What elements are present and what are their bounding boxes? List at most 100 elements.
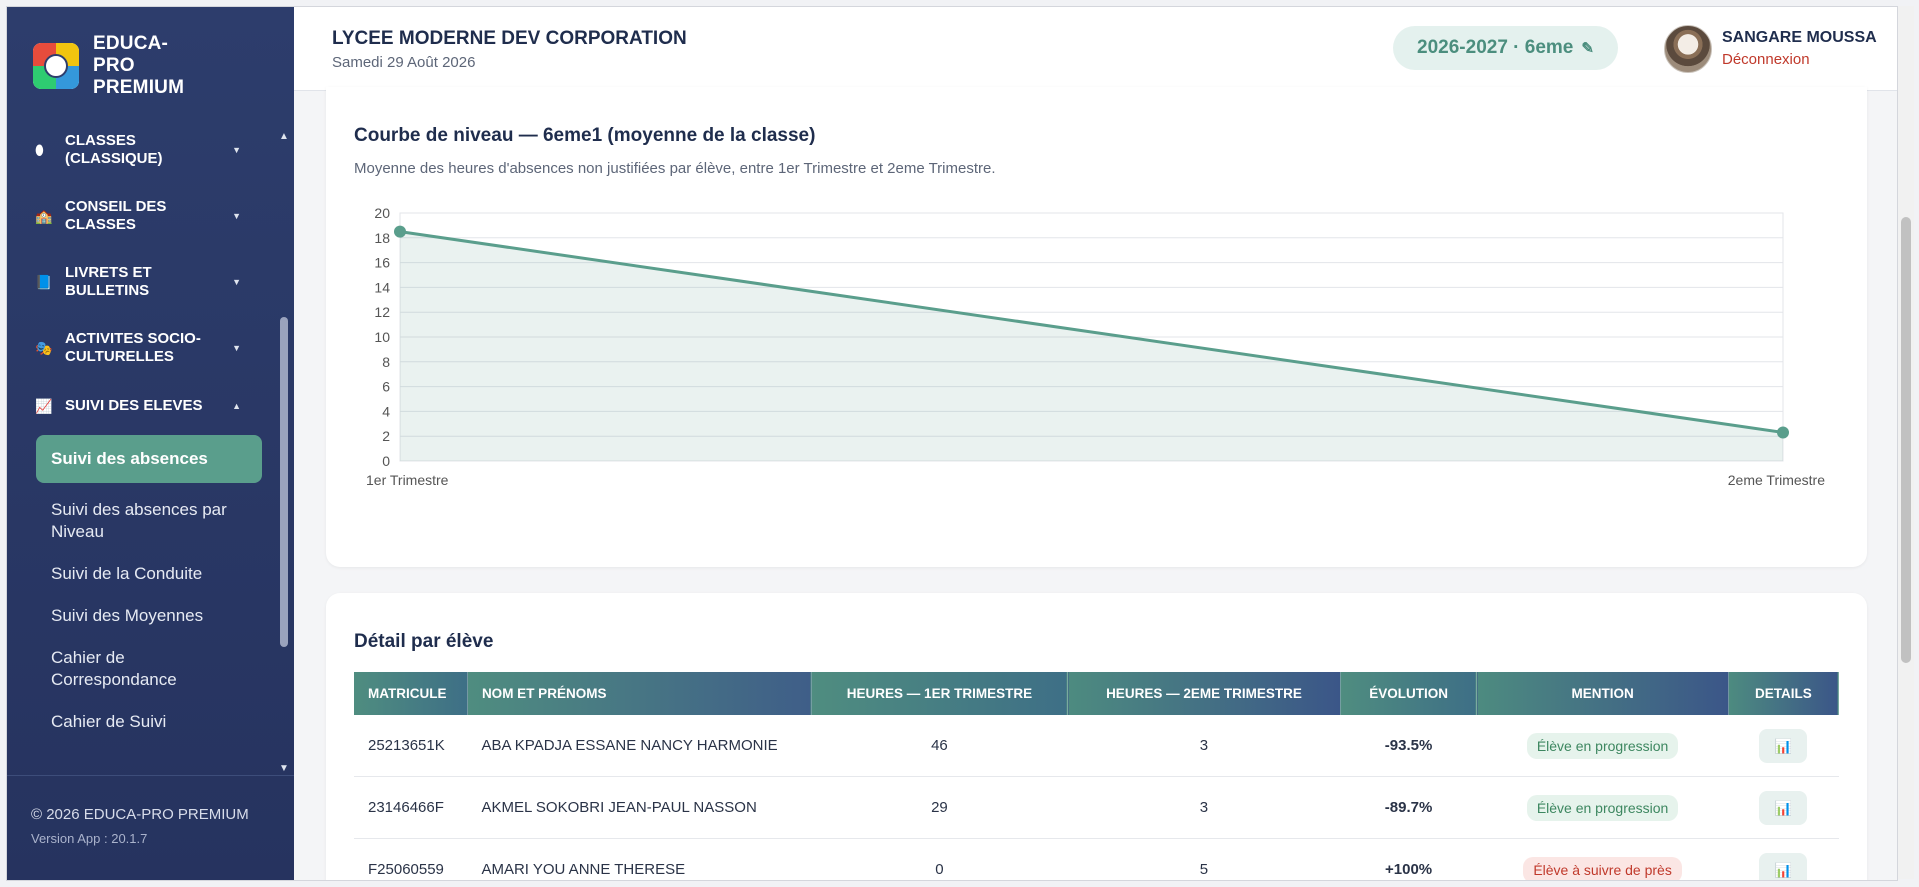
y-tick-label: 12	[374, 304, 390, 320]
col-h1[interactable]: HEURES — 1ER TRIMESTRE	[811, 672, 1069, 715]
sidebar-subitem-moyennes[interactable]: Suivi des Moyennes	[51, 606, 204, 625]
y-tick-label: 8	[382, 354, 390, 370]
sidebar-item-conseil[interactable]: 🏫 CONSEIL DES CLASSES ▼	[7, 183, 269, 249]
y-tick-label: 18	[374, 230, 390, 246]
sidebar-item-label: CLASSES (CLASSIQUE)	[65, 132, 163, 167]
cell-nom: ABA KPADJA ESSANE NANCY HARMONIE	[467, 715, 812, 777]
chevron-down-icon: ▼	[232, 343, 241, 353]
table-row: 23146466F AKMEL SOKOBRI JEAN-PAUL NASSON…	[354, 776, 1839, 839]
cell-details: 📊	[1728, 838, 1839, 880]
cell-h2: 3	[1067, 776, 1341, 839]
mention-badge: Élève en progression	[1526, 732, 1679, 759]
chevron-up-icon: ▲	[232, 401, 241, 411]
year-class-selector[interactable]: 2026-2027 · 6eme ✎	[1393, 26, 1618, 70]
sidebar-subitem-cahier-suivi[interactable]: Cahier de Suivi	[51, 712, 167, 731]
pencil-icon: ✎	[1581, 40, 1594, 57]
cell-mention: Élève à suivre de près	[1476, 838, 1729, 880]
page-scrollbar-thumb[interactable]	[1901, 217, 1911, 663]
cell-h2: 3	[1067, 715, 1341, 777]
cell-nom: AMARI YOU ANNE THERESE	[467, 838, 812, 880]
mention-badge: Élève à suivre de près	[1523, 856, 1682, 880]
brand[interactable]: EDUCA-PRO PREMIUM	[33, 33, 203, 99]
cell-details: 📊	[1728, 776, 1839, 839]
cell-evolution: -89.7%	[1340, 776, 1477, 839]
y-tick-label: 0	[382, 453, 390, 469]
sidebar-item-label: LIVRETS ET BULLETINS	[65, 264, 152, 299]
logout-link[interactable]: Déconnexion	[1722, 51, 1810, 68]
tag-icon: ⬮	[35, 141, 44, 158]
sidebar-footer: © 2026 EDUCA-PRO PREMIUM Version App : 2…	[7, 775, 294, 846]
table-header-row: MATRICULE NOM ET PRÉNOMS HEURES — 1ER TR…	[354, 672, 1840, 715]
col-matricule[interactable]: MATRICULE	[354, 672, 468, 715]
sidebar-item-classes[interactable]: ⬮ CLASSES (CLASSIQUE) ▼	[7, 117, 269, 183]
col-evolution[interactable]: ÉVOLUTION	[1340, 672, 1478, 715]
mention-badge: Élève en progression	[1526, 794, 1679, 821]
y-tick-label: 10	[374, 329, 390, 345]
detail-title: Détail par élève	[354, 631, 494, 652]
cell-h2: 5	[1067, 838, 1341, 880]
col-mention[interactable]: MENTION	[1476, 672, 1729, 715]
y-tick-label: 6	[382, 379, 390, 395]
school-icon: 🏫	[35, 207, 53, 224]
y-tick-label: 14	[374, 279, 390, 295]
sidebar-subitem-suivi-absences[interactable]: Suivi des absences	[36, 435, 262, 483]
y-tick-label: 20	[374, 205, 390, 221]
sidebar-item-label: SUIVI DES ELEVES	[65, 397, 203, 414]
sidebar-subitem-absences-niveau[interactable]: Suivi des absences par Niveau	[51, 500, 227, 541]
sidebar-item-suivi-eleves[interactable]: 📈 SUIVI DES ELEVES ▲	[7, 381, 269, 431]
cell-matricule: 23146466F	[354, 776, 468, 839]
bar-chart-icon[interactable]: 📊	[1759, 728, 1808, 763]
bar-chart-icon[interactable]: 📊	[1759, 852, 1808, 880]
col-details[interactable]: DETAILS	[1728, 672, 1840, 715]
table-row: 25213651K ABA KPADJA ESSANE NANCY HARMON…	[354, 715, 1839, 777]
cell-matricule: 25213651K	[354, 715, 468, 777]
cell-h1: 0	[811, 838, 1068, 880]
avatar[interactable]	[1664, 25, 1712, 73]
copyright: © 2026 EDUCA-PRO PREMIUM	[31, 806, 249, 823]
student-table: MATRICULE NOM ET PRÉNOMS HEURES — 1ER TR…	[354, 672, 1840, 880]
cell-mention: Élève en progression	[1476, 776, 1729, 839]
series-area	[400, 231, 1783, 461]
bar-chart-icon[interactable]: 📊	[1759, 790, 1808, 825]
theater-icon: 🎭	[35, 339, 53, 356]
cell-nom: AKMEL SOKOBRI JEAN-PAUL NASSON	[467, 776, 812, 839]
cell-matricule: F25060559	[354, 838, 468, 880]
chevron-down-icon: ▼	[232, 211, 241, 221]
student-detail-card: Détail par élève MATRICULE NOM ET PRÉNOM…	[326, 593, 1867, 880]
cell-evolution: -93.5%	[1340, 715, 1477, 777]
sidebar-item-activites[interactable]: 🎭 ACTIVITES SOCIO-CULTURELLES ▼	[7, 315, 269, 381]
data-point	[394, 225, 406, 238]
data-point	[1777, 426, 1789, 439]
chart-title: Courbe de niveau — 6eme1 (moyenne de la …	[354, 125, 816, 146]
sidebar-subitem-cahier-correspondance[interactable]: Cahier de Correspondance	[51, 648, 177, 689]
chevron-down-icon: ▼	[232, 145, 241, 155]
cell-mention: Élève en progression	[1476, 715, 1729, 777]
y-tick-label: 4	[382, 403, 390, 419]
cell-h1: 29	[811, 776, 1068, 839]
sidebar-item-label: ACTIVITES SOCIO-CULTURELLES	[65, 330, 201, 365]
table-row: F25060559 AMARI YOU ANNE THERESE 0 5 +10…	[354, 838, 1839, 880]
sidebar-scroll-up-arrow[interactable]: ▲	[279, 131, 289, 142]
y-tick-label: 2	[382, 428, 390, 444]
school-name: LYCEE MODERNE DEV CORPORATION	[332, 28, 687, 49]
current-date: Samedi 29 Août 2026	[332, 54, 476, 71]
sidebar-subitem-conduite[interactable]: Suivi de la Conduite	[51, 564, 203, 583]
sidebar-scroll-down-arrow[interactable]: ▼	[279, 763, 289, 774]
cell-h1: 46	[811, 715, 1068, 777]
sidebar-item-label: CONSEIL DES CLASSES	[65, 198, 167, 233]
col-h2[interactable]: HEURES — 2EME TRIMESTRE	[1067, 672, 1341, 715]
sidebar-menu: ⬮ CLASSES (CLASSIQUE) ▼ 🏫 CONSEIL DES CL…	[7, 117, 269, 743]
sidebar-item-livrets[interactable]: 📘 LIVRETS ET BULLETINS ▼	[7, 249, 269, 315]
chevron-down-icon: ▼	[232, 277, 241, 287]
book-icon: 📘	[35, 273, 53, 290]
chart-up-icon: 📈	[35, 397, 53, 414]
cell-details: 📊	[1728, 715, 1839, 777]
col-nom[interactable]: NOM ET PRÉNOMS	[467, 672, 812, 715]
user-name: SANGARE MOUSSA	[1722, 29, 1877, 46]
year-class-label: 2026-2027 · 6eme	[1417, 37, 1574, 58]
sidebar-scrollbar[interactable]	[280, 317, 288, 647]
app-version: Version App : 20.1.7	[31, 831, 148, 846]
x-tick-label: 2eme Trimestre	[1728, 472, 1825, 488]
series-line	[399, 230, 1784, 434]
top-header: LYCEE MODERNE DEV CORPORATION Samedi 29 …	[294, 7, 1897, 91]
